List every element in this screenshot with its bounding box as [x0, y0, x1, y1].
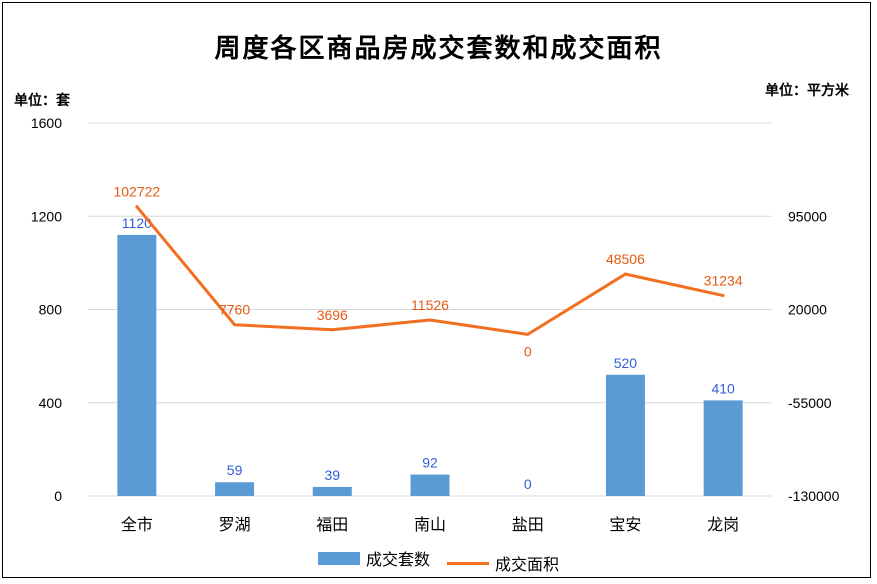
bar-data-label: 39 — [324, 467, 340, 483]
line-data-label: 0 — [524, 343, 532, 359]
right-tick-label: 20000 — [788, 302, 827, 318]
bar — [410, 474, 450, 496]
line-series: 102722 7760 3696 11526 0 48506 31234 — [113, 184, 742, 360]
right-axis-ticks: -130000 -55000 20000 95000 — [788, 208, 840, 504]
category-labels: 全市 罗湖 福田 南山 盐田 宝安 龙岗 — [121, 515, 739, 534]
category-label: 福田 — [316, 515, 348, 534]
left-tick-label: 0 — [54, 488, 62, 504]
bar — [605, 374, 645, 496]
legend-line-swatch — [447, 561, 490, 565]
legend-item-bar: 成交套数 — [317, 546, 430, 570]
bar-data-label: 0 — [524, 476, 532, 492]
category-label: 全市 — [121, 515, 153, 534]
category-label: 罗湖 — [219, 515, 251, 534]
bar — [117, 234, 157, 496]
category-label: 宝安 — [609, 515, 641, 534]
line-point — [330, 328, 334, 332]
legend-item-line: 成交面积 — [447, 551, 559, 575]
bar-data-label: 1120 — [122, 215, 152, 231]
right-tick-label: 95000 — [788, 208, 827, 224]
bar-data-label: 92 — [422, 455, 438, 471]
line-point — [526, 332, 530, 336]
left-tick-label: 800 — [39, 302, 63, 318]
right-axis-unit: 单位：平方米 — [765, 83, 849, 99]
bar — [215, 482, 255, 496]
category-label: 盐田 — [512, 515, 544, 534]
line-point — [721, 294, 725, 298]
line-point — [428, 318, 432, 322]
line-point — [135, 205, 139, 209]
bar-data-label: 59 — [227, 462, 243, 478]
bar — [312, 486, 352, 496]
legend-label-line: 成交面积 — [495, 555, 560, 574]
right-tick-label: -130000 — [788, 488, 840, 504]
left-tick-label: 1200 — [31, 208, 62, 224]
legend: 成交套数 成交面积 — [0, 546, 877, 575]
line-data-label: 31234 — [704, 273, 743, 289]
legend-label-bar: 成交套数 — [365, 550, 430, 569]
chart-title: 周度各区商品房成交套数和成交面积 — [214, 34, 663, 64]
left-tick-label: 1600 — [31, 115, 62, 131]
legend-bar-swatch — [317, 551, 360, 565]
bar-data-label: 410 — [711, 380, 735, 396]
left-axis-unit: 单位：套 — [14, 93, 70, 109]
line-data-label: 3696 — [317, 307, 348, 323]
bar-data-label: 520 — [614, 355, 638, 371]
right-tick-label: -55000 — [788, 395, 832, 411]
line-point — [623, 272, 627, 276]
line-point — [233, 323, 237, 327]
line-data-label: 7760 — [219, 302, 250, 318]
left-axis-ticks: 0 400 800 1200 1600 — [31, 115, 62, 504]
line-data-label: 48506 — [606, 251, 645, 267]
category-label: 南山 — [414, 515, 446, 534]
line-data-label: 11526 — [411, 297, 449, 313]
bar-series: 1120 59 39 92 0 520 410 — [117, 215, 743, 496]
category-label: 龙岗 — [707, 515, 739, 534]
left-tick-label: 400 — [39, 395, 63, 411]
bar — [703, 400, 743, 496]
line-data-label: 102722 — [113, 184, 160, 200]
